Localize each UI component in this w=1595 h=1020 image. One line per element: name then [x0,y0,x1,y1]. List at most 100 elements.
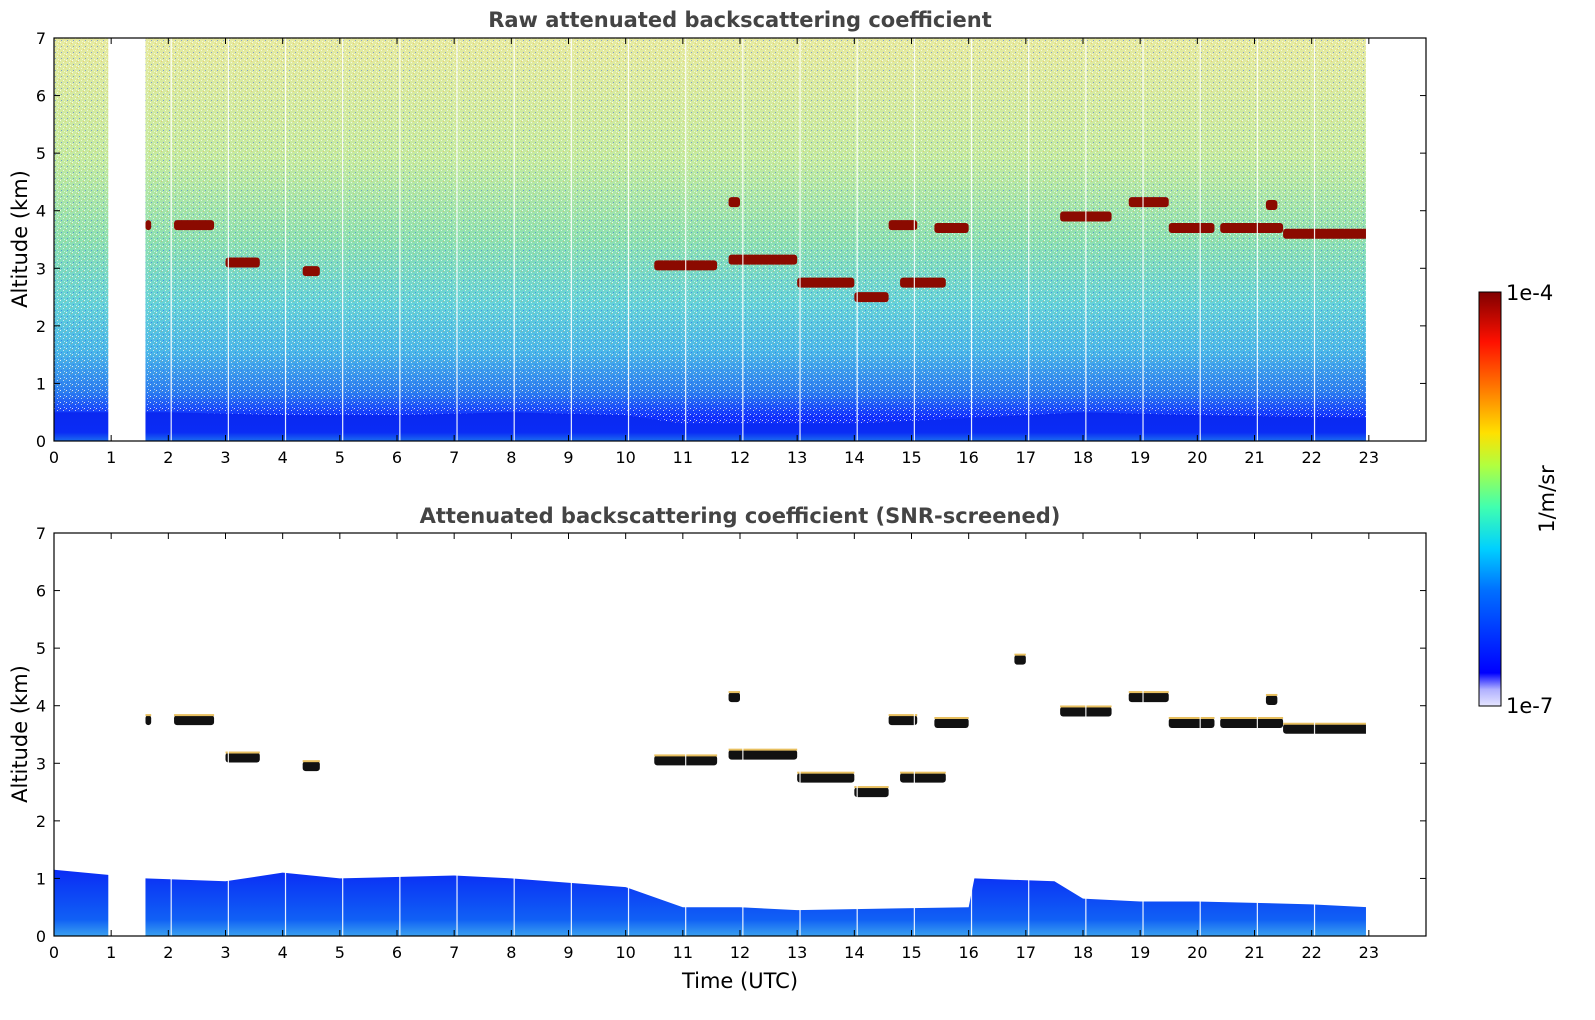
y-tick-label: 2 [36,812,46,831]
x-tick-label: 7 [449,448,459,467]
cloud-layer-edge [145,714,152,717]
cloud-layer [797,772,855,783]
cloud-layer [1220,717,1284,728]
y-tick-label: 7 [36,524,46,543]
cloud-layer-edge [934,716,969,719]
y-tick-label: 6 [36,582,46,601]
x-tick-label: 0 [49,943,59,962]
cloud-layer [854,787,889,798]
y-tick-label: 3 [36,259,46,278]
cloud-layer-edge [728,691,740,694]
cloud-layer [1283,228,1369,239]
x-tick-label: 15 [901,943,921,962]
cloud-layer-edge [854,786,889,789]
cloud-layer [1014,654,1026,665]
x-tick-label: 13 [787,943,807,962]
cloud-layer [1220,222,1284,233]
x-tick-label: 15 [901,448,921,467]
x-tick-label: 22 [1301,943,1321,962]
y-tick-label: 2 [36,317,46,336]
y-tick-label: 3 [36,754,46,773]
x-tick-label: 7 [449,943,459,962]
snr-plot-area [54,533,1426,936]
cloud-layer [145,220,152,231]
cloud-layer-edge [900,771,946,774]
y-tick-label: 0 [36,927,46,946]
x-tick-label: 6 [392,943,402,962]
colorbar: 1e-4 1e-7 1/m/sr [1478,281,1559,718]
cloud-layer-edge [797,771,855,774]
x-tick-label: 16 [958,943,978,962]
cloud-layer [1283,723,1369,734]
x-tick-label: 18 [1073,943,1093,962]
x-tick-label: 1 [106,448,116,467]
cloud-layer [888,220,918,231]
x-tick-label: 11 [673,943,693,962]
raw-noise-texture [54,38,1366,441]
x-tick-label: 5 [335,448,345,467]
cloud-layer-edge [302,760,320,763]
cloud-layer [302,761,320,772]
raw-backscatter-panel: Raw attenuated backscattering coefficien… [8,8,1427,467]
x-tick-label: 0 [49,448,59,467]
y-tick-label: 5 [36,144,46,163]
cloud-layer [174,220,215,231]
x-tick-label: 10 [615,943,635,962]
cloud-layer [1265,694,1278,705]
y-tick-label: 0 [36,432,46,451]
cloud-layer-edge [888,714,918,717]
cloud-layer [934,717,969,728]
colorbar-scale [1478,291,1502,707]
cloud-layer [854,292,889,303]
x-tick-label: 6 [392,448,402,467]
cloud-layer [174,715,215,726]
cloud-layer-edge [1014,653,1026,656]
snr-y-axis: 0 1 2 3 4 5 6 7 [36,524,1426,946]
cloud-layer [728,254,798,265]
cloud-layer [900,277,946,288]
x-tick-label: 2 [163,943,173,962]
y-tick-label: 4 [36,202,46,221]
x-tick-label: 21 [1244,943,1264,962]
x-tick-label: 10 [615,448,635,467]
colorbar-max-label: 1e-4 [1506,281,1553,305]
x-tick-label: 11 [673,448,693,467]
cloud-layer-edge [1265,693,1278,696]
raw-x-axis: 0 1 2 3 4 5 6 7 8 9 10 11 12 13 14 15 16 17 18 19 20 21 22 23 [49,38,1379,467]
x-tick-label: 23 [1359,943,1379,962]
x-tick-label: 5 [335,943,345,962]
x-tick-label: 17 [1016,448,1036,467]
x-tick-label: 17 [1016,943,1036,962]
raw-y-axis-label: Altitude (km) [8,170,32,308]
y-tick-label: 1 [36,374,46,393]
y-tick-label: 6 [36,87,46,106]
x-tick-label: 20 [1187,943,1207,962]
x-tick-label: 8 [506,448,516,467]
colorbar-unit-label: 1/m/sr [1535,465,1559,533]
x-tick-label: 9 [563,943,573,962]
colorbar-min-label: 1e-7 [1506,694,1553,718]
cloud-layer [1168,717,1215,728]
x-tick-label: 19 [1130,943,1150,962]
x-tick-label: 22 [1301,448,1321,467]
cloud-layer [900,772,946,783]
raw-y-axis: 0 1 2 3 4 5 6 7 [36,29,1426,451]
snr-screened-panel: Attenuated backscattering coefficient (S… [8,504,1427,993]
cloud-layer [225,752,260,763]
cloud-layer [302,266,320,277]
x-tick-label: 3 [220,943,230,962]
x-tick-label: 14 [844,943,864,962]
snr-x-axis: 0 1 2 3 4 5 6 7 8 9 10 11 12 13 14 15 16 17 18 19 20 21 22 23 [49,533,1379,962]
x-tick-label: 12 [730,448,750,467]
cloud-layer-edge [225,751,260,754]
snr-panel-title: Attenuated backscattering coefficient (S… [420,504,1061,528]
raw-plot-area [54,38,1426,441]
x-tick-label: 14 [844,448,864,467]
cloud-layer-edge [174,714,215,717]
x-tick-label: 1 [106,943,116,962]
x-tick-label: 23 [1359,448,1379,467]
cloud-layer [934,222,969,233]
x-tick-label: 20 [1187,448,1207,467]
x-tick-label: 21 [1244,448,1264,467]
